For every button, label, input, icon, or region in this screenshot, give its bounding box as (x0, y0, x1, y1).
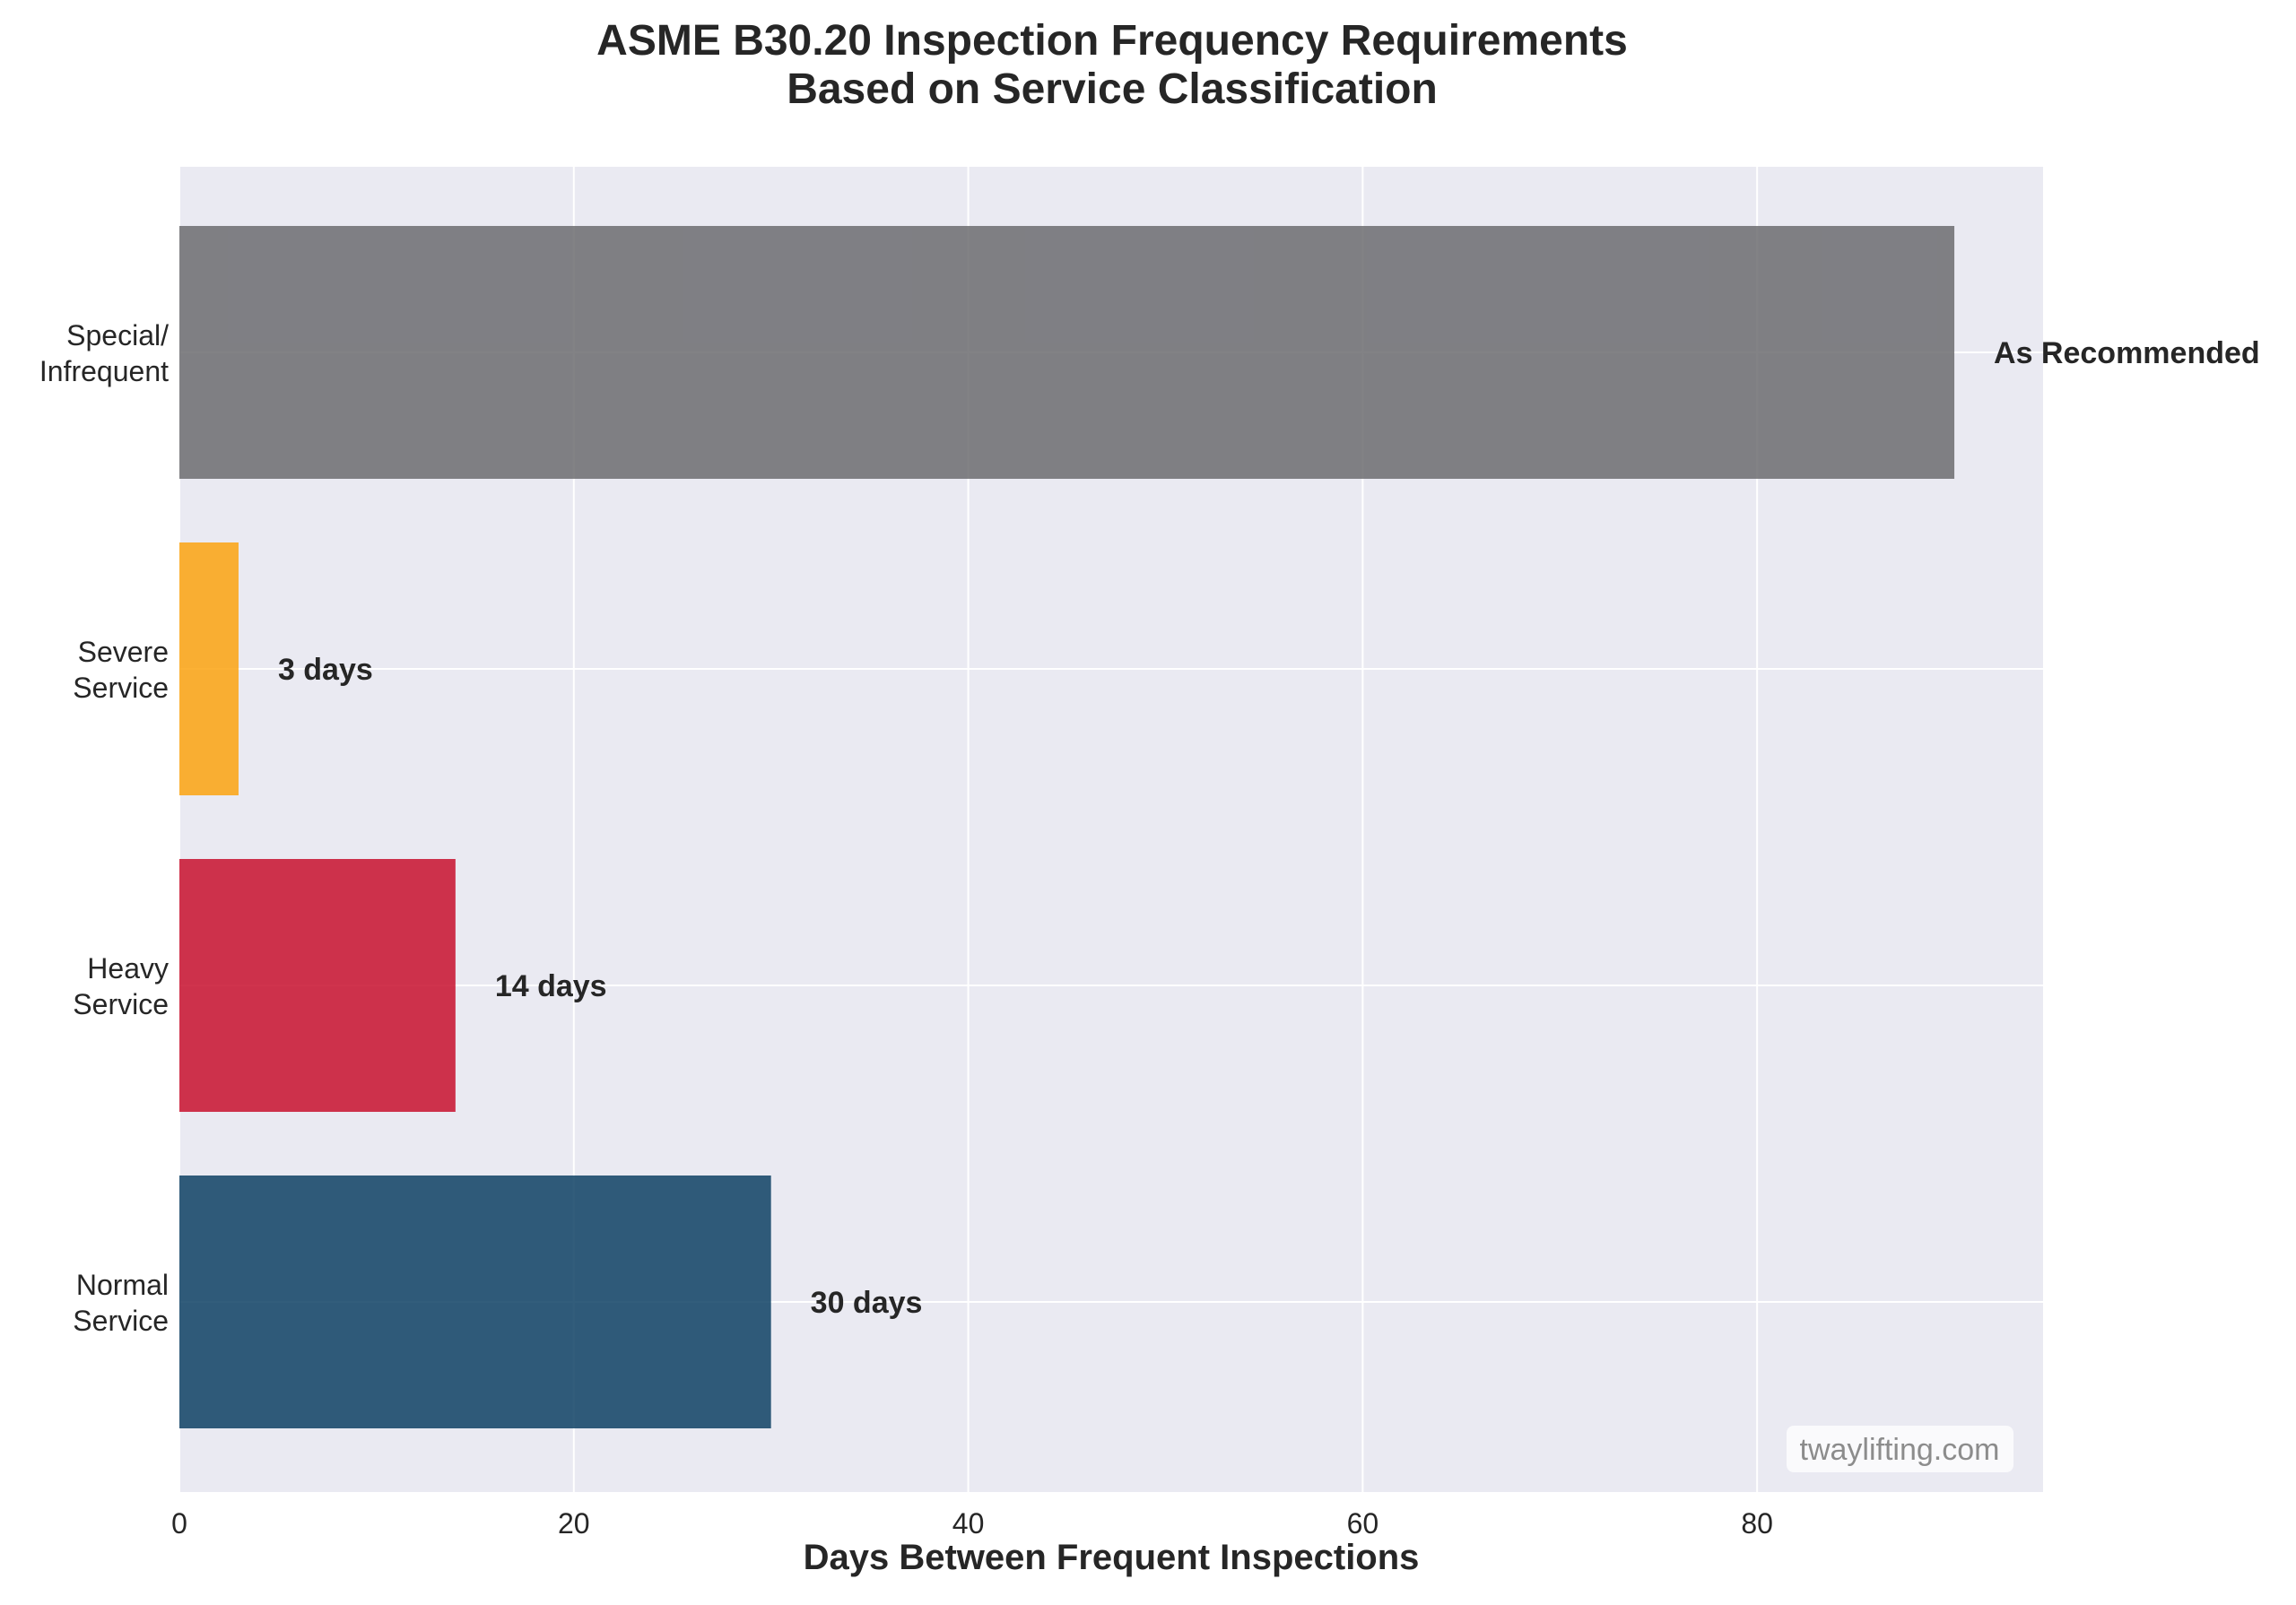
bar (179, 859, 456, 1112)
label-layer: 30 days 14 days 3 days As Recommended (278, 336, 2260, 1320)
y-tick-label: Severe Service (73, 636, 169, 704)
x-tick-label: 20 (558, 1507, 590, 1540)
x-axis-label: Days Between Frequent Inspections (803, 1538, 1420, 1577)
bar (179, 1176, 771, 1428)
bar (179, 226, 1955, 479)
x-tick-label: 0 (171, 1507, 187, 1540)
tick-layer: 0 20 40 60 80 Normal Service Heavy Service Severe… (39, 319, 1773, 1540)
y-tick-label: Special/Infrequent (39, 319, 169, 387)
x-tick-label: 60 (1347, 1507, 1379, 1540)
y-tick-label: Heavy Service (73, 952, 169, 1020)
watermark-box (1787, 1426, 2013, 1472)
bar-value-label: 14 days (495, 969, 607, 1003)
watermark-text: twaylifting.com (1800, 1433, 2000, 1467)
x-tick-label: 80 (1741, 1507, 1773, 1540)
bar-value-label: As Recommended (1994, 336, 2260, 370)
chart-title-line1: ASME B30.20 Inspection Frequency Require… (596, 17, 1628, 65)
chart-title-line2: Based on Service Classification (787, 65, 1438, 113)
x-tick-label: 40 (952, 1507, 985, 1540)
bar-value-label: 3 days (278, 653, 373, 687)
bar-layer (179, 226, 1955, 1428)
y-tick-label: Normal Service (73, 1269, 169, 1337)
watermark: twaylifting.com (1787, 1426, 2013, 1472)
bar-value-label: 30 days (811, 1286, 923, 1320)
bar (179, 542, 239, 795)
